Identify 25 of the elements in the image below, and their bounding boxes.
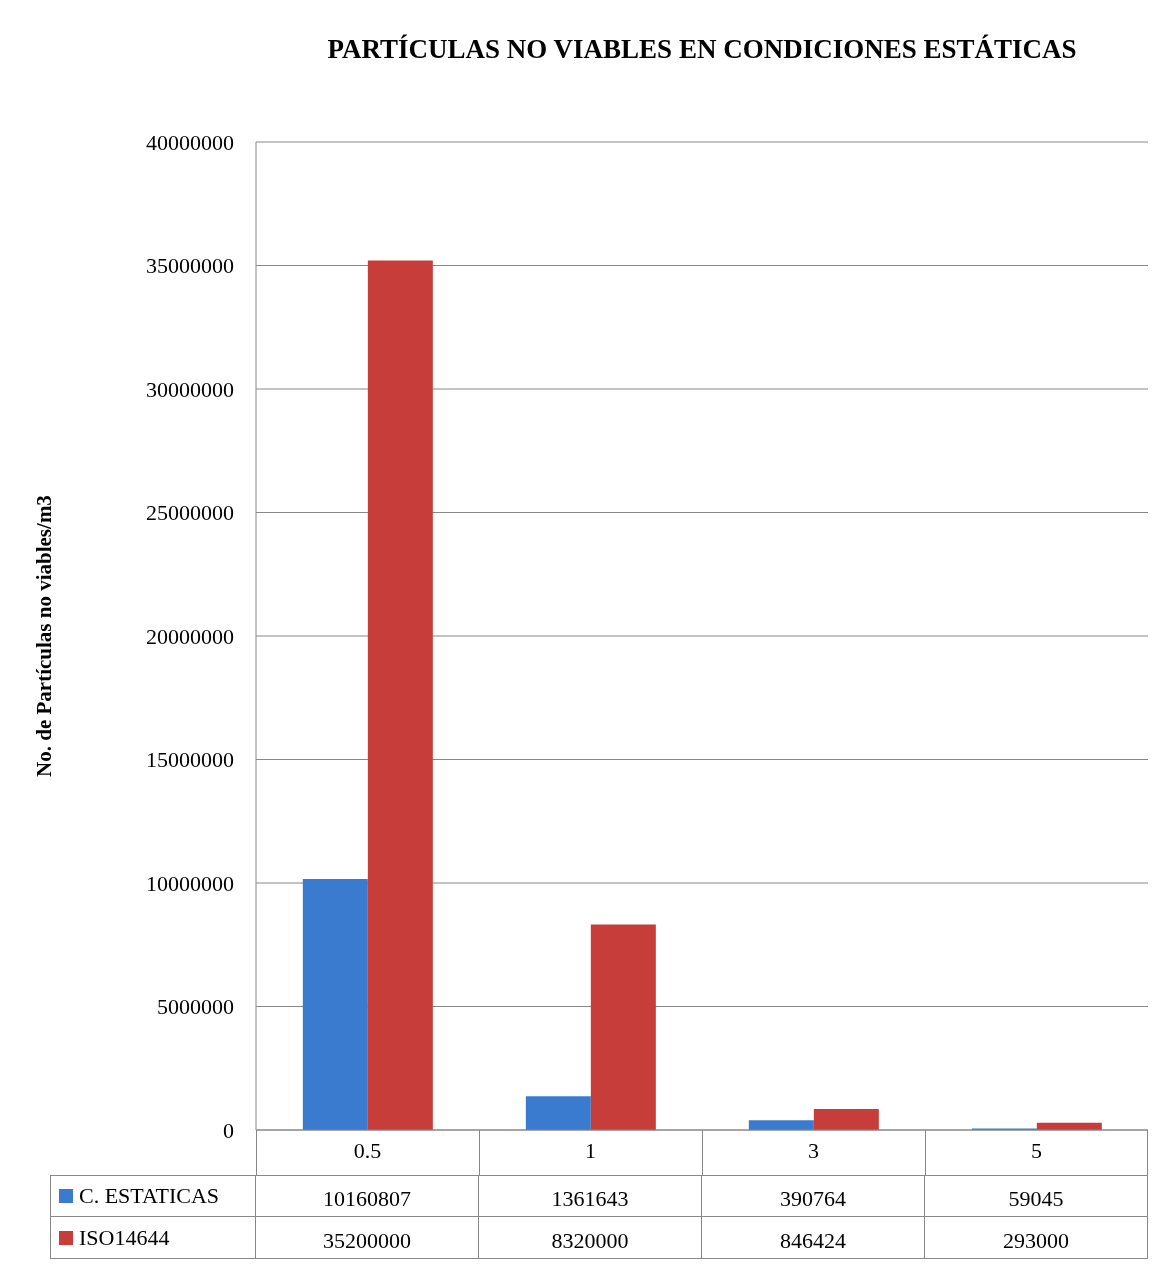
data-label: 293000 [925, 1217, 1148, 1259]
data-label: 10160807 [256, 1175, 479, 1217]
y-tick-label: 30000000 [146, 376, 234, 402]
x-tick-label: 1 [585, 1137, 596, 1163]
y-tick-label: 35000000 [146, 253, 234, 279]
data-label: 59045 [925, 1175, 1148, 1217]
y-axis-title: No. de Partículas no viables/m3 [32, 495, 57, 777]
x-tick-label: 0.5 [353, 1137, 382, 1163]
x-tick-label: 5 [1031, 1137, 1042, 1163]
y-tick-label: 5000000 [157, 994, 234, 1020]
data-label: 35200000 [256, 1217, 479, 1259]
data-label: 1361643 [479, 1175, 702, 1217]
data-label: 8320000 [479, 1217, 702, 1259]
data-label: 846424 [702, 1217, 925, 1259]
legend-label: C. ESTATICAS [79, 1183, 220, 1209]
y-tick-label: 40000000 [146, 129, 234, 155]
y-tick-label: 10000000 [146, 870, 234, 896]
y-tick-label: 15000000 [146, 747, 234, 773]
y-tick-label: 20000000 [146, 623, 234, 649]
x-tick-label: 3 [808, 1137, 819, 1163]
y-tick-label: 25000000 [146, 500, 234, 526]
legend-label: ISO14644 [79, 1224, 170, 1251]
data-label: 390764 [702, 1175, 925, 1217]
chart-title: PARTÍCULAS NO VIABLES EN CONDICIONES ESTÁTICAS [326, 34, 1078, 65]
y-tick-label: 0 [223, 1117, 234, 1143]
